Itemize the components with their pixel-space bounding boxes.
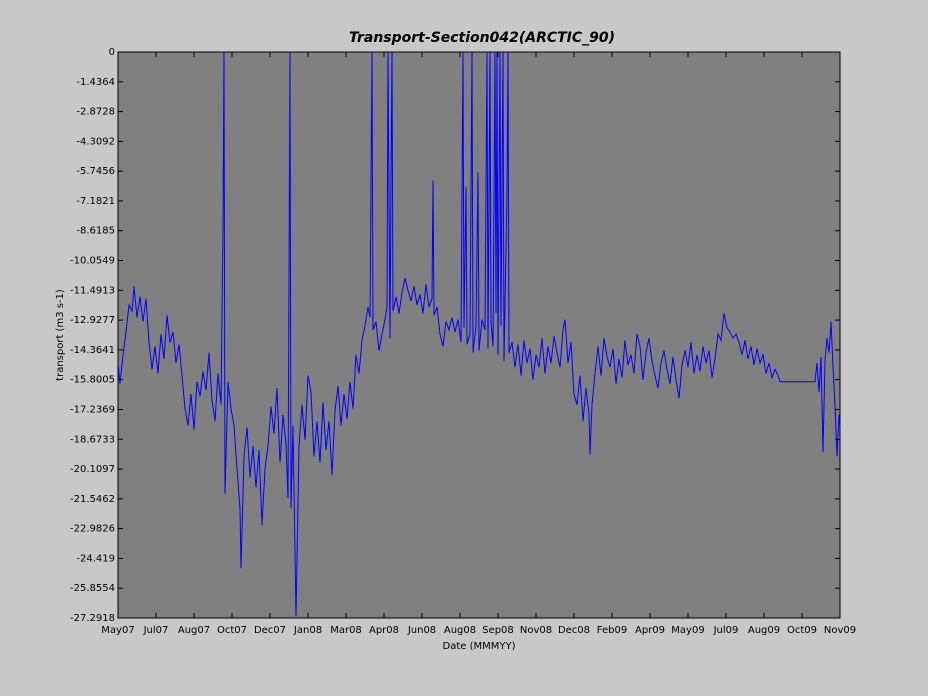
x-tick-label: Jul07 bbox=[143, 625, 169, 636]
x-tick-label: Dec08 bbox=[558, 625, 590, 636]
x-tick-label: Apr09 bbox=[635, 625, 665, 636]
x-tick-label: Nov08 bbox=[520, 625, 552, 636]
y-tick-label: -27.2918 bbox=[70, 613, 115, 624]
x-tick-label: Dec07 bbox=[254, 625, 286, 636]
y-tick-label: -10.0549 bbox=[70, 256, 115, 267]
x-tick-label: Aug07 bbox=[178, 625, 210, 636]
x-tick-label: May09 bbox=[671, 625, 704, 636]
x-tick-label: Jul09 bbox=[713, 625, 739, 636]
y-tick-label: 0 bbox=[109, 47, 115, 58]
data-line bbox=[117, 51, 841, 617]
x-tick-label: Mar08 bbox=[330, 625, 362, 636]
y-tick-label: -14.3641 bbox=[70, 345, 115, 356]
y-tick-label: -24.419 bbox=[76, 553, 115, 564]
y-tick-label: -21.5462 bbox=[70, 494, 115, 505]
y-tick-label: -4.3092 bbox=[76, 136, 115, 147]
y-tick-label: -1.4364 bbox=[76, 77, 115, 88]
x-tick-label: Jan08 bbox=[293, 625, 322, 636]
y-tick-label: -2.8728 bbox=[76, 107, 115, 118]
y-tick-label: -20.1097 bbox=[70, 464, 115, 475]
x-tick-label: Feb09 bbox=[597, 625, 627, 636]
x-tick-label: Oct07 bbox=[217, 625, 247, 636]
x-tick-label: Oct09 bbox=[787, 625, 817, 636]
x-tick-label: Nov09 bbox=[824, 625, 856, 636]
y-tick-label: -5.7456 bbox=[76, 166, 115, 177]
y-tick-label: -22.9826 bbox=[70, 524, 115, 535]
y-axis-label: transport (m3 s-1) bbox=[55, 289, 66, 381]
x-axis-label: Date (MMMYY) bbox=[443, 641, 516, 652]
chart-title: Transport-Section042(ARCTIC_90) bbox=[349, 30, 615, 46]
x-tick-label: Sep08 bbox=[482, 625, 514, 636]
x-tick-label: Jun08 bbox=[407, 625, 436, 636]
y-tick-label: -25.8554 bbox=[70, 583, 115, 594]
y-tick-label: -15.8005 bbox=[70, 375, 115, 386]
y-tick-label: -11.4913 bbox=[70, 285, 115, 296]
x-tick-label: Apr08 bbox=[369, 625, 399, 636]
y-tick-label: -7.1821 bbox=[76, 196, 115, 207]
y-tick-label: -12.9277 bbox=[70, 315, 115, 326]
y-tick-label: -8.6185 bbox=[76, 226, 115, 237]
x-tick-label: Aug08 bbox=[444, 625, 476, 636]
x-tick-label: Aug09 bbox=[748, 625, 780, 636]
x-tick-label: May07 bbox=[101, 625, 134, 636]
y-tick-label: -17.2369 bbox=[70, 404, 115, 415]
y-tick-label: -18.6733 bbox=[70, 434, 115, 445]
